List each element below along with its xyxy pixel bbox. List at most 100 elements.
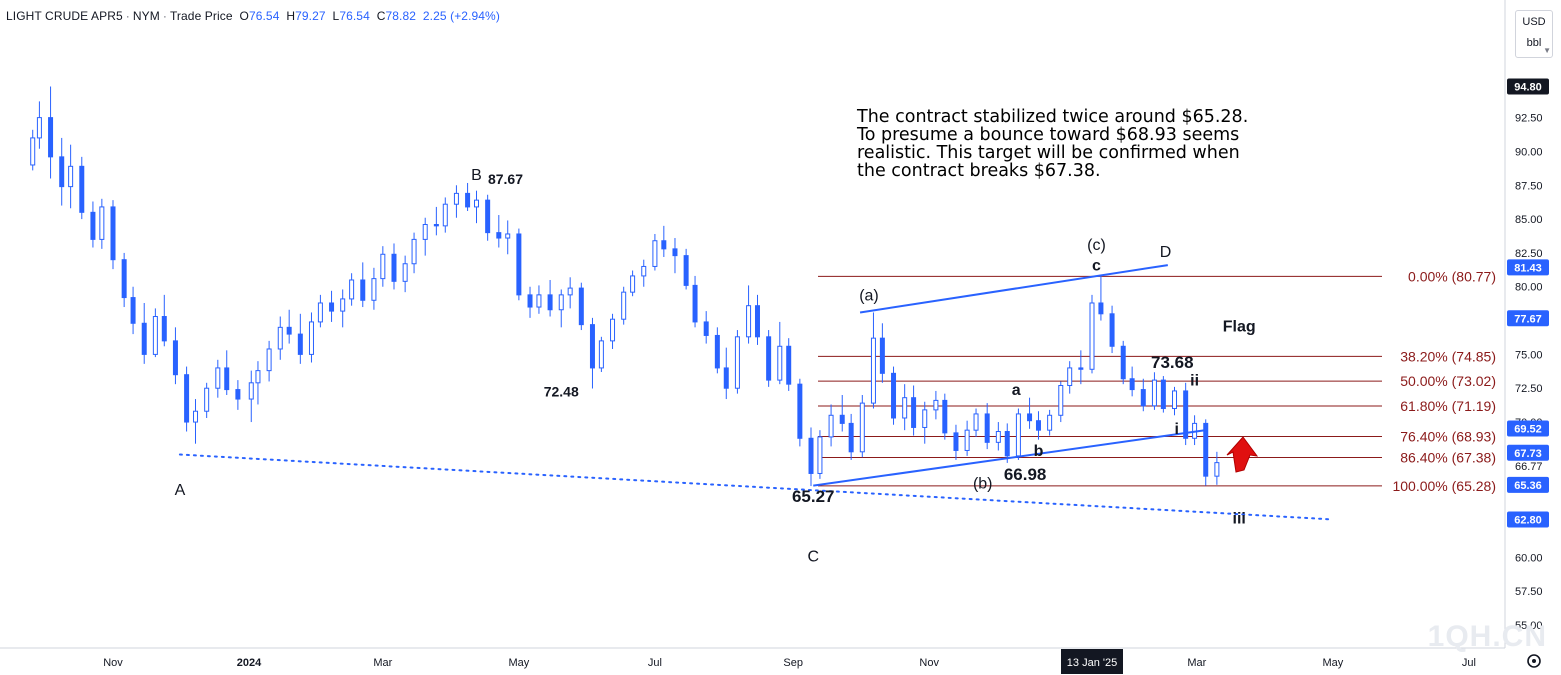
note-line: To presume a bounce toward $68.93 seems [857,125,1240,145]
price-badge-label: 81.43 [1514,262,1542,274]
candle-body [505,233,511,239]
time-tick-label: May [508,657,529,669]
candle-body [879,337,885,374]
time-tick-label: Nov [103,657,123,669]
time-tick-label: May [1322,657,1343,669]
candle-body [1067,367,1073,387]
candle-body [817,436,823,474]
settings[interactable] [1527,654,1541,668]
candle-body [797,383,803,439]
time-tick-label: Jul [1462,657,1476,669]
price-badge [1507,310,1549,327]
candle-body [422,224,428,240]
candle-body [68,165,74,188]
candle-body [734,336,740,389]
fibonacci-retracement[interactable]: 0.00% (80.77) 38.20% (74.85) 50.00% (73.02… [818,268,1496,494]
price-axis[interactable]: 92.50 90.00 87.50 85.00 82.50 80.00 75.00 72.50… [1507,78,1549,633]
price-badge [1507,78,1549,95]
candle-body [1183,390,1189,439]
candle-body [485,199,491,234]
candle-body [839,414,845,424]
close-value: 78.82 [385,9,417,23]
price-badge-label: 62.80 [1514,514,1542,526]
chevron-down-icon[interactable]: ▼ [1543,46,1551,55]
candle-body [308,321,314,355]
candle-body [36,117,42,139]
time-cursor-label: 13 Jan '25 [1067,657,1117,669]
candle-body [121,259,127,299]
support-dotted-line[interactable] [178,453,1334,521]
candle-body [248,382,254,400]
candle-body [277,326,283,350]
time-cursor-badge [1061,649,1123,674]
candle-body [808,437,814,474]
trend-lines[interactable] [178,264,1334,521]
candle-body [1035,420,1041,431]
candle-body [589,324,595,369]
candle-body [891,372,897,419]
price-badge-label: 77.67 [1514,313,1542,325]
candle-body [1047,414,1053,431]
candle-body [59,156,65,188]
channel-lower-line[interactable] [813,429,1206,487]
time-tick-label: Mar [373,657,392,669]
watermark-logo: 1QH.CN [1427,620,1547,653]
price-tick-label: 92.50 [1515,113,1543,125]
fib-level-label: 76.40% (68.93) [1400,429,1496,445]
candle-body [255,370,261,384]
wave-label: 72.48 [544,383,579,399]
price-tick-label: 75.00 [1515,349,1543,361]
candle-body [402,263,408,282]
price-tick-label: 82.50 [1515,248,1543,260]
candle-body [1089,302,1095,370]
note-line: realistic. This target will be confirmed… [857,143,1240,163]
price-badge [1507,444,1549,461]
candle-body [754,305,760,338]
candle-body [1203,422,1209,477]
price-badge [1507,259,1549,276]
candle-body [598,340,604,369]
candle-body [870,337,876,404]
fib-level-label: 50.00% (73.02) [1400,373,1496,389]
unit-label[interactable]: bbl [1526,37,1542,49]
candle-body [766,336,772,381]
candle-body [1058,385,1064,416]
candle-body [516,233,522,296]
time-tick-label: 2024 [237,657,262,669]
bounce-arrow[interactable] [1226,436,1259,473]
candle-body [340,298,346,312]
candle-body [349,279,355,300]
currency-unit-selector[interactable]: USD bbl ▼ [1515,10,1553,58]
candles [30,86,1220,487]
candle-body [90,211,96,240]
candle-body [933,399,939,411]
note-line: The contract stabilized twice around $65… [857,107,1249,127]
time-axis[interactable]: Nov 2024 Mar May Jul Sep Nov 13 Jan '25 Mar May Ju… [103,649,1476,674]
symbol-name[interactable]: LIGHT CRUDE APR5 [6,9,123,23]
candle-body [942,399,948,434]
wave-label: 73.68 [1151,353,1194,372]
candle-body [1078,367,1084,370]
currency-label[interactable]: USD [1522,16,1546,28]
candle-body [652,240,658,267]
price-badge [1507,420,1549,437]
gear-icon[interactable] [1527,654,1541,668]
wave-label: Flag [1223,318,1256,335]
fib-level-label: 38.20% (74.85) [1400,348,1496,364]
channel-upper-line[interactable] [859,264,1168,314]
candle-body [902,397,908,419]
candle-body [641,265,647,277]
wave-label: iii [1233,511,1246,528]
price-type: Trade Price [169,9,233,23]
open-label: O [239,9,249,23]
candle-body [360,279,366,301]
wave-label: a [1012,382,1021,399]
low-value: 76.54 [339,9,370,23]
price-tick-label: 57.50 [1515,586,1543,598]
candle-body [777,345,783,381]
open-value: 76.54 [248,9,280,23]
red-arrow-icon[interactable] [1226,436,1259,473]
candle-body [380,253,386,280]
candle-body [828,414,834,438]
